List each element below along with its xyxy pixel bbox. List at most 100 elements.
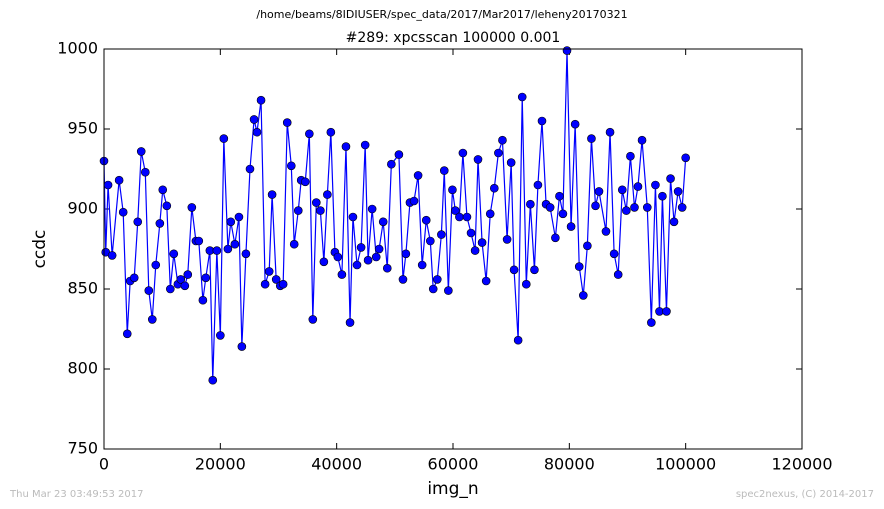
data-point — [337, 270, 347, 279]
data-point — [378, 217, 388, 227]
data-point — [308, 315, 318, 324]
data-point — [466, 228, 476, 238]
data-point — [316, 206, 325, 215]
x-tick-label: 120000 — [771, 455, 832, 474]
data-point — [256, 95, 266, 105]
data-point — [219, 134, 229, 143]
data-point — [530, 265, 539, 275]
data-point — [341, 142, 351, 151]
data-point — [566, 222, 576, 231]
data-point — [293, 206, 303, 215]
data-point — [345, 318, 355, 327]
data-point — [417, 260, 427, 270]
data-point — [241, 249, 251, 259]
data-point — [494, 148, 503, 158]
data-point — [245, 164, 255, 174]
y-tick-label: 950 — [67, 119, 98, 138]
data-point — [129, 273, 139, 283]
data-point — [666, 174, 675, 183]
data-point — [555, 191, 564, 201]
data-point — [647, 318, 656, 327]
data-point — [162, 201, 172, 211]
chart-title: /home/beams/8IDIUSER/spec_data/2017/Mar2… — [256, 8, 627, 21]
data-point — [413, 171, 423, 180]
data-point — [506, 158, 516, 167]
x-tick-label: 20000 — [195, 455, 246, 474]
data-point — [485, 209, 495, 219]
data-point — [363, 255, 373, 265]
data-point — [140, 167, 150, 177]
data-point — [509, 265, 519, 275]
x-tick-label: 80000 — [544, 455, 595, 474]
data-point — [591, 201, 600, 211]
data-point — [398, 275, 408, 284]
y-tick-label: 750 — [67, 439, 98, 458]
data-point — [587, 134, 596, 143]
data-point — [444, 286, 453, 295]
data-point — [502, 235, 512, 244]
data-point — [526, 199, 535, 209]
data-point — [103, 180, 113, 190]
data-point — [271, 275, 281, 284]
y-axis-label: ccdc — [30, 230, 50, 269]
data-point — [537, 116, 547, 126]
data-point — [630, 203, 639, 212]
data-point — [264, 267, 274, 276]
data-point — [282, 118, 292, 127]
data-point — [286, 161, 296, 171]
data-point — [451, 206, 460, 215]
data-point — [637, 135, 647, 145]
data-point — [570, 119, 580, 129]
data-point — [394, 150, 404, 159]
data-point — [312, 198, 321, 207]
data-point — [421, 215, 431, 225]
data-point — [626, 151, 635, 161]
data-point — [673, 187, 683, 196]
data-point — [133, 217, 143, 227]
data-point — [223, 244, 233, 254]
footer-timestamp: Thu Mar 23 03:49:53 2017 — [9, 489, 143, 500]
data-point — [578, 291, 588, 300]
y-tick-label: 900 — [67, 199, 98, 218]
data-point — [521, 279, 531, 289]
data-point — [374, 244, 384, 254]
data-point — [382, 263, 392, 273]
x-tick-label: 100000 — [655, 455, 716, 474]
data-point — [455, 212, 464, 222]
data-point — [432, 275, 442, 284]
data-point — [633, 182, 643, 191]
data-point — [300, 177, 310, 187]
data-point — [583, 241, 592, 251]
data-point — [176, 275, 186, 284]
data-point — [237, 342, 247, 351]
data-point — [462, 212, 472, 222]
data-point — [114, 175, 124, 185]
data-point — [562, 46, 572, 55]
data-point — [260, 279, 270, 289]
data-point — [305, 129, 314, 139]
data-point — [477, 238, 487, 247]
data-point — [473, 155, 483, 164]
data-point — [326, 127, 336, 137]
data-point — [681, 153, 690, 163]
data-point — [144, 286, 154, 295]
data-point — [651, 180, 660, 190]
data-point — [194, 236, 204, 246]
data-point — [278, 279, 288, 289]
data-point — [658, 191, 667, 201]
data-point — [198, 295, 208, 305]
data-point — [118, 207, 128, 217]
data-point — [201, 273, 211, 283]
x-tick-label: 40000 — [311, 455, 362, 474]
data-point — [662, 307, 671, 316]
data-point — [147, 315, 157, 324]
data-point — [533, 180, 543, 190]
data-point — [513, 335, 523, 345]
data-point — [226, 217, 236, 227]
data-point — [498, 135, 507, 145]
data-point — [426, 236, 435, 246]
data-point — [136, 147, 146, 156]
data-point — [356, 243, 366, 252]
